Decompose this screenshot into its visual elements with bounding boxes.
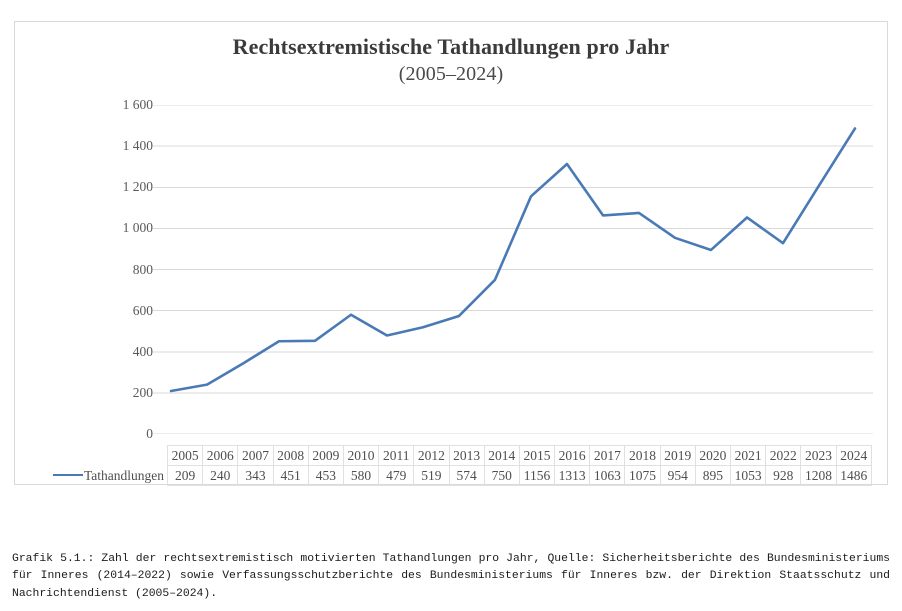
table-header-cell: 2018 (624, 445, 661, 466)
table-header-cell: 2024 (835, 445, 873, 466)
table-header-cell: 2020 (694, 445, 732, 466)
table-value-cell: 451 (272, 465, 309, 486)
table-value-cell: 928 (765, 465, 802, 486)
table-header-cell: 2008 (272, 445, 309, 466)
y-axis-tick-label: 1 400 (122, 138, 153, 154)
table-header-cell: 2006 (202, 445, 239, 466)
table-header-cell: 2007 (237, 445, 274, 466)
table-header-row: 2005 2006 2007 2008 2009 2010 2011 2012 2013 2014… (39, 445, 873, 466)
table-header-cell: 2011 (378, 445, 415, 466)
table-value-cell: 574 (448, 465, 485, 486)
table-value-cell: 519 (413, 465, 450, 486)
gridlines (153, 105, 873, 434)
table-value-cell: 1156 (518, 465, 556, 486)
series-group (169, 127, 857, 393)
y-axis-tick-label: 0 (146, 426, 153, 441)
y-axis-tick-label: 1 200 (122, 179, 153, 195)
table-header-cell: 2010 (342, 445, 380, 466)
table-value-cell: 895 (694, 465, 732, 486)
y-axis: 1 600 1 400 1 200 1 000 800 600 400 200 0 (83, 97, 153, 441)
chart-container: Rechtsextremistische Tathandlungen pro J… (14, 21, 888, 486)
legend-label: Tathandlungen (83, 467, 164, 483)
table-value-cell: 750 (483, 465, 520, 486)
table-value-cell: 1208 (800, 465, 837, 486)
y-axis-tick-label: 600 (132, 302, 153, 318)
chart-title: Rechtsextremistische Tathandlungen pro J… (15, 32, 887, 87)
y-axis-tick-label: 800 (132, 261, 153, 277)
table-value-cell: 580 (342, 465, 380, 486)
table-value-row: Tathandlungen 209 240 343 451 453 580 479 519 57… (39, 465, 873, 486)
legend-line-swatch (52, 473, 83, 476)
table-header-cell: 2015 (518, 445, 556, 466)
table-header-cell: 2019 (659, 445, 696, 466)
table-header-cell: 2016 (554, 445, 591, 466)
table-value-cell: 343 (237, 465, 274, 486)
table-value-cell: 1053 (729, 465, 767, 486)
legend-spacer-cell (39, 446, 168, 466)
table-header-cell: 2012 (413, 445, 450, 466)
table-value-cell: 1486 (835, 465, 873, 486)
table-header-cell: 2017 (589, 445, 626, 466)
figure-caption: Grafik 5.1.: Zahl der rechtsextremistisc… (12, 553, 890, 600)
table-value-cell: 954 (659, 465, 696, 486)
table-value-cell: 240 (202, 465, 239, 486)
table-value-cell: 1313 (554, 465, 591, 486)
legend-cell: Tathandlungen (39, 466, 168, 486)
table-header-cell: 2021 (729, 445, 767, 466)
plot-area (153, 105, 873, 434)
y-axis-tick-label: 200 (132, 384, 153, 400)
table-value-cell: 1075 (624, 465, 661, 486)
table-header-cell: 2014 (483, 445, 520, 466)
chart-title-line-2: (2005–2024) (398, 63, 504, 86)
series-line-tathandlungen (169, 127, 857, 393)
table-header-cell: 2005 (166, 445, 204, 466)
table-header-cell: 2022 (765, 445, 802, 466)
table-header-cell: 2009 (307, 445, 344, 466)
line-chart-svg (153, 105, 873, 434)
y-axis-tick-label: 400 (132, 343, 153, 359)
data-table: 2005 2006 2007 2008 2009 2010 2011 2012 2013 2014… (39, 445, 873, 486)
table-value-cell: 479 (378, 465, 415, 486)
table-value-cell: 209 (166, 465, 204, 486)
chart-title-line-1: Rechtsextremistische Tathandlungen pro J… (232, 34, 670, 59)
y-axis-tick-label: 1 600 (122, 97, 153, 112)
table-value-cell: 1063 (589, 465, 626, 486)
y-axis-tick-label: 1 000 (122, 220, 153, 236)
table-header-cell: 2023 (800, 445, 837, 466)
table-value-cell: 453 (307, 465, 344, 486)
table-header-cell: 2013 (448, 445, 485, 466)
